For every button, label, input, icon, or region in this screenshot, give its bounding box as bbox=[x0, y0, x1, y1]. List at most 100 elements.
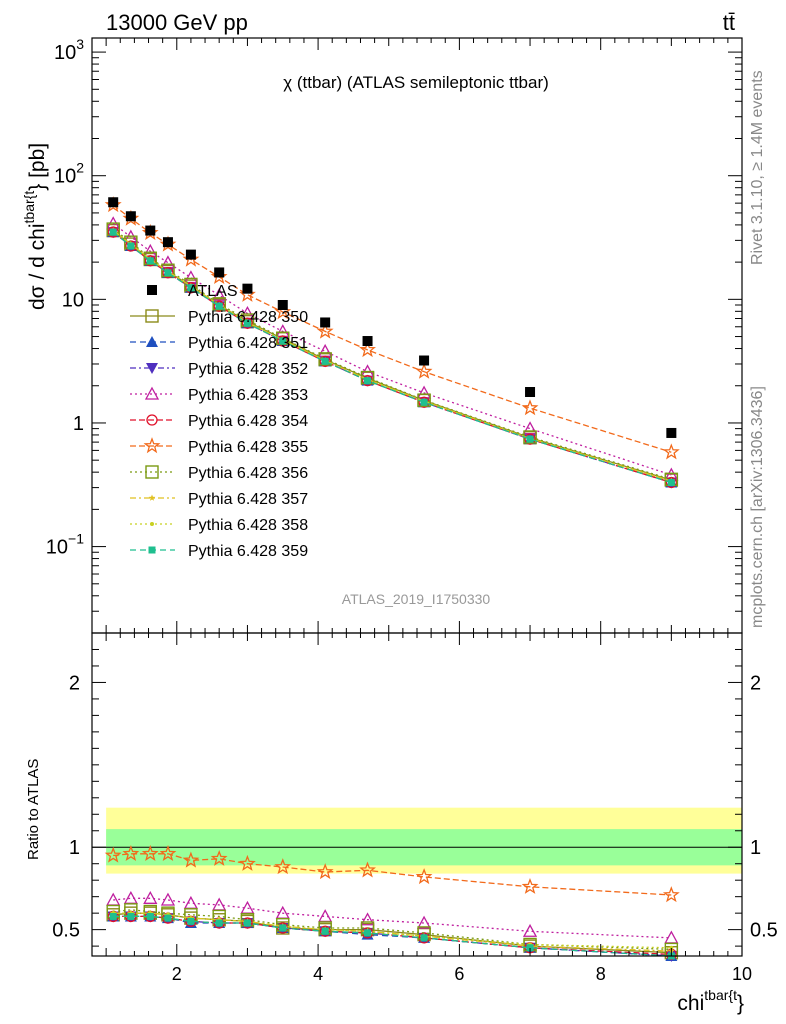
main-series-5-point bbox=[662, 443, 680, 460]
atlas-data-point bbox=[145, 225, 156, 236]
ratio-series-3-point bbox=[360, 912, 375, 926]
ratio-series-9-point bbox=[321, 927, 329, 935]
legend-atlas-marker bbox=[147, 285, 157, 295]
header-left: 13000 GeV pp bbox=[106, 10, 248, 35]
main-series-9-point bbox=[667, 478, 675, 486]
ratio-series-5-point bbox=[359, 861, 376, 878]
ratio-series-9-point bbox=[364, 929, 372, 937]
legend-label-9: Pythia 6.428 359 bbox=[188, 543, 308, 560]
ratio-y-tick-label: 1 bbox=[69, 837, 80, 859]
main-series-4-point bbox=[162, 267, 174, 279]
legend-label-7: Pythia 6.428 357 bbox=[188, 491, 308, 508]
legend-marker-0 bbox=[145, 309, 159, 323]
atlas-data-point bbox=[525, 387, 536, 398]
y-tick-label-exponent: 3 bbox=[76, 36, 84, 52]
main-series-9-point bbox=[215, 302, 223, 310]
ratio-series-line-5 bbox=[113, 853, 672, 896]
mcplots-label: mcplots.cern.ch [arXiv:1306.3436] bbox=[749, 386, 766, 628]
ratio-series-5-point bbox=[521, 877, 539, 894]
main-series-5-point bbox=[415, 362, 433, 379]
main-series-9-point bbox=[127, 242, 135, 250]
main-series-4-point bbox=[361, 374, 374, 387]
x-tick-label: 4 bbox=[313, 964, 323, 984]
ratio-ylabel: Ratio to ATLAS bbox=[25, 759, 42, 860]
main-series-9-point bbox=[164, 269, 172, 277]
ratio-series-3-point bbox=[160, 892, 176, 906]
main-series-4-point bbox=[319, 355, 331, 368]
main-series-4-point bbox=[241, 317, 254, 329]
legend-marker-2 bbox=[146, 363, 158, 374]
ratio-series-9-point bbox=[215, 919, 223, 927]
main-series-4-point bbox=[524, 433, 536, 445]
y-tick-label-exponent: 2 bbox=[76, 160, 84, 176]
atlas-data-point bbox=[125, 211, 136, 222]
ratio-series-5-point bbox=[274, 858, 292, 875]
ratio-series-9-point bbox=[279, 924, 287, 932]
y-tick-label-exponent: −1 bbox=[68, 531, 84, 547]
main-series-5-point bbox=[316, 322, 334, 339]
x-tick-label: 8 bbox=[596, 964, 606, 984]
legend-marker-6 bbox=[145, 465, 159, 479]
main-series-9-point bbox=[109, 228, 117, 236]
ratio-series-5-point bbox=[122, 844, 140, 861]
ratio-series-9-point bbox=[243, 919, 251, 927]
legend-label-6: Pythia 6.428 356 bbox=[188, 465, 308, 482]
y-tick-label: 102 bbox=[54, 160, 84, 188]
main-series-4-point bbox=[277, 335, 289, 347]
atlas-data-point bbox=[185, 249, 196, 260]
main-series-6-point bbox=[417, 393, 431, 407]
legend-marker-7 bbox=[148, 494, 156, 501]
ratio-series-9-point bbox=[127, 912, 135, 920]
legend-label-5: Pythia 6.428 355 bbox=[188, 439, 308, 456]
main-series-9-point bbox=[364, 377, 372, 385]
ratio-y-tick-label: 2 bbox=[69, 672, 80, 694]
x-tick-label: 6 bbox=[454, 964, 464, 984]
legend-marker-8 bbox=[150, 522, 154, 526]
ratio-series-9-point bbox=[187, 917, 195, 925]
x-tick-label: 2 bbox=[172, 964, 182, 984]
ratio-series-9-point bbox=[109, 912, 117, 920]
main-series-3-point bbox=[318, 343, 333, 357]
ratio-y-tick-label-right: 2 bbox=[750, 672, 761, 694]
main-series-9-point bbox=[526, 435, 534, 443]
y-tick-label-base: 10 bbox=[54, 166, 76, 188]
legend-atlas-label: ATLAS bbox=[188, 283, 238, 300]
ratio-series-5-point bbox=[210, 849, 228, 866]
main-series-4-point bbox=[665, 476, 677, 489]
atlas-data-point bbox=[108, 197, 119, 208]
legend-label-1: Pythia 6.428 351 bbox=[188, 335, 308, 352]
legend-label-3: Pythia 6.428 353 bbox=[188, 387, 308, 404]
ratio-series-3-point bbox=[143, 890, 158, 904]
ratio-series-5-point bbox=[316, 863, 334, 880]
atlas-data-point bbox=[162, 237, 173, 248]
ratio-series-9-point bbox=[420, 934, 428, 942]
ratio-series-5-point bbox=[182, 851, 200, 868]
main-series-5-point bbox=[359, 341, 376, 358]
main-series-4-point bbox=[144, 255, 156, 267]
ratio-series-8-point bbox=[669, 945, 674, 950]
y-tick-label-base: 10 bbox=[46, 537, 68, 559]
legend-label-2: Pythia 6.428 352 bbox=[188, 361, 308, 378]
y-tick-label: 1 bbox=[73, 413, 84, 435]
ratio-series-3-point bbox=[318, 909, 333, 923]
main-series-3-point bbox=[212, 287, 227, 301]
main-series-5-point bbox=[122, 209, 140, 226]
main-series-9-point bbox=[243, 319, 251, 327]
legend-marker-1 bbox=[146, 336, 158, 347]
legend-marker-9 bbox=[148, 546, 156, 554]
ratio-series-9-point bbox=[146, 912, 154, 920]
main-series-5-point bbox=[239, 285, 256, 302]
rivet-label: Rivet 3.1.10, ≥ 1.4M events bbox=[749, 70, 766, 265]
header-right: tt̄ bbox=[723, 10, 735, 35]
ratio-y-tick-label-right: 1 bbox=[750, 837, 761, 859]
legend-marker-3 bbox=[144, 386, 160, 400]
ratio-series-5-point bbox=[141, 844, 159, 861]
ratio-series-3-point bbox=[416, 915, 432, 929]
legend-label-0: Pythia 6.428 350 bbox=[188, 309, 308, 326]
y-tick-label: 103 bbox=[54, 36, 84, 64]
ratio-series-3-point bbox=[522, 923, 538, 937]
main-series-5-point bbox=[274, 303, 292, 320]
ratio-frame bbox=[91, 632, 743, 957]
main-series-9-point bbox=[279, 337, 287, 345]
